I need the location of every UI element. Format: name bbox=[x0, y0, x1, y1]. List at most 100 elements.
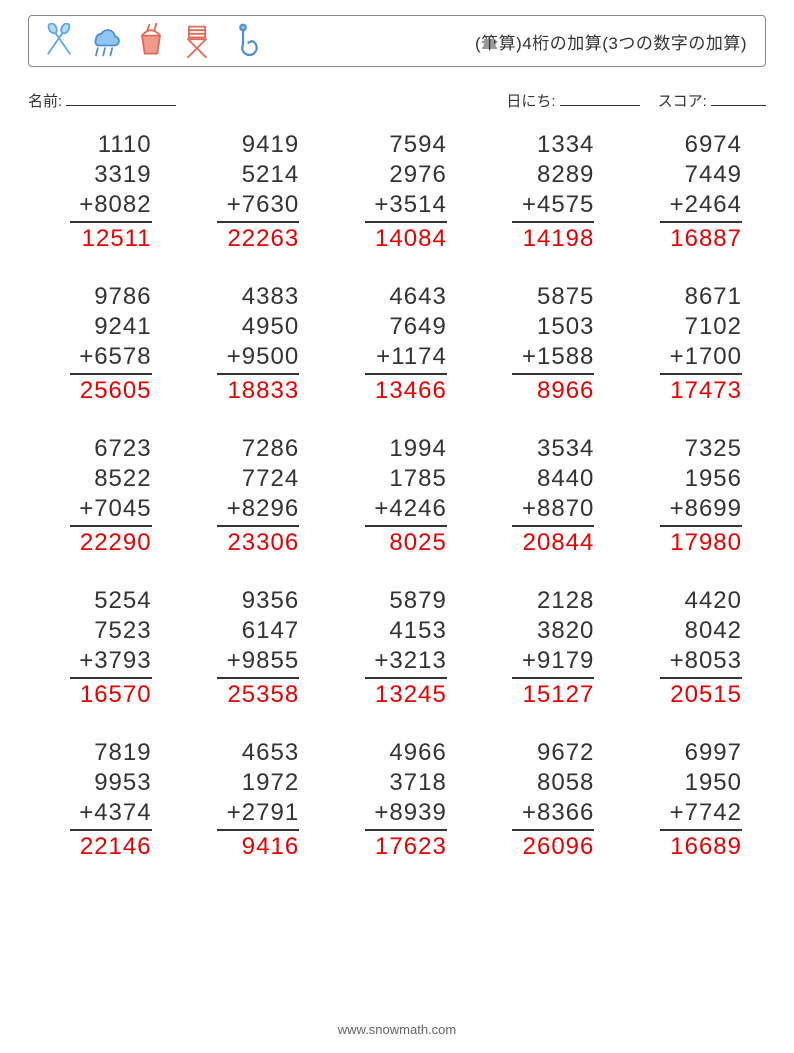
addend-1: 7594 bbox=[389, 130, 446, 160]
answer: 15127 bbox=[523, 679, 595, 710]
answer: 8025 bbox=[389, 527, 446, 558]
problem: 94195214+763022263 bbox=[176, 130, 324, 254]
addend-2: 2976 bbox=[389, 160, 446, 190]
addend-3: +8699 bbox=[660, 494, 742, 527]
addend-1: 7286 bbox=[242, 434, 299, 464]
addend-2: 1950 bbox=[685, 768, 742, 798]
name-field: 名前: bbox=[28, 90, 176, 111]
addend-1: 9356 bbox=[242, 586, 299, 616]
addend-3: +6578 bbox=[70, 342, 152, 375]
addend-2: 4153 bbox=[389, 616, 446, 646]
addend-3: +7742 bbox=[660, 798, 742, 831]
addend-3: +4374 bbox=[70, 798, 152, 831]
meta-row: 名前: 日にち: スコア: bbox=[28, 90, 766, 111]
addend-1: 2128 bbox=[537, 586, 594, 616]
problem: 13348289+457514198 bbox=[471, 130, 619, 254]
addend-2: 8289 bbox=[537, 160, 594, 190]
addend-1: 6723 bbox=[94, 434, 151, 464]
addend-1: 9419 bbox=[242, 130, 299, 160]
problem: 73251956+869917980 bbox=[618, 434, 766, 558]
addend-1: 7819 bbox=[94, 738, 151, 768]
problem: 46531972+27919416 bbox=[176, 738, 324, 862]
answer: 18833 bbox=[227, 375, 299, 406]
hook-icon bbox=[225, 23, 261, 59]
answer: 14198 bbox=[523, 223, 595, 254]
addend-2: 6147 bbox=[242, 616, 299, 646]
answer: 20515 bbox=[670, 679, 742, 710]
score-blank bbox=[711, 91, 766, 106]
answer: 22263 bbox=[227, 223, 299, 254]
problem: 72867724+829623306 bbox=[176, 434, 324, 558]
date-label: 日にち: bbox=[506, 93, 555, 110]
problem: 58794153+321313245 bbox=[323, 586, 471, 710]
addend-3: +8939 bbox=[365, 798, 447, 831]
header-box: (筆算)4桁の加算(3つの数字の加算) bbox=[28, 15, 766, 67]
addend-1: 4966 bbox=[389, 738, 446, 768]
addend-1: 1994 bbox=[389, 434, 446, 464]
addend-1: 4643 bbox=[389, 282, 446, 312]
addend-2: 8042 bbox=[685, 616, 742, 646]
date-field: 日にち: bbox=[506, 90, 639, 111]
answer: 12511 bbox=[82, 223, 152, 254]
addend-1: 6997 bbox=[685, 738, 742, 768]
addend-1: 5254 bbox=[94, 586, 151, 616]
addend-1: 8671 bbox=[685, 282, 742, 312]
addend-1: 5879 bbox=[389, 586, 446, 616]
addend-3: +9855 bbox=[217, 646, 299, 679]
addend-2: 7449 bbox=[685, 160, 742, 190]
raincloud-icon bbox=[87, 23, 123, 59]
addend-1: 6974 bbox=[685, 130, 742, 160]
answer: 22290 bbox=[80, 527, 152, 558]
answer: 17980 bbox=[670, 527, 742, 558]
addend-1: 4653 bbox=[242, 738, 299, 768]
date-blank bbox=[560, 91, 640, 106]
answer: 23306 bbox=[227, 527, 299, 558]
addend-3: +8366 bbox=[512, 798, 594, 831]
addend-3: +9179 bbox=[512, 646, 594, 679]
addend-3: +3514 bbox=[365, 190, 447, 223]
addend-1: 9672 bbox=[537, 738, 594, 768]
score-label: スコア: bbox=[658, 93, 707, 110]
addend-2: 1956 bbox=[685, 464, 742, 494]
score-field: スコア: bbox=[658, 90, 766, 111]
name-blank bbox=[66, 91, 176, 106]
answer: 17623 bbox=[375, 831, 447, 862]
answer: 9416 bbox=[242, 831, 299, 862]
problem: 11103319+808212511 bbox=[28, 130, 176, 254]
problem-grid: 11103319+80821251194195214+7630222637594… bbox=[28, 130, 766, 862]
addend-1: 4383 bbox=[242, 282, 299, 312]
addend-3: +1174 bbox=[365, 342, 447, 375]
answer: 20844 bbox=[523, 527, 595, 558]
addend-2: 4950 bbox=[242, 312, 299, 342]
problem: 52547523+379316570 bbox=[28, 586, 176, 710]
problem: 97869241+657825605 bbox=[28, 282, 176, 406]
addend-1: 4420 bbox=[685, 586, 742, 616]
problem: 44208042+805320515 bbox=[618, 586, 766, 710]
problem: 35348440+887020844 bbox=[471, 434, 619, 558]
addend-3: +2791 bbox=[217, 798, 299, 831]
addend-2: 3319 bbox=[94, 160, 151, 190]
addend-3: +4575 bbox=[512, 190, 594, 223]
problem: 67238522+704522290 bbox=[28, 434, 176, 558]
addend-2: 8440 bbox=[537, 464, 594, 494]
addend-3: +8082 bbox=[70, 190, 152, 223]
addend-3: +8870 bbox=[512, 494, 594, 527]
problem: 69747449+246416887 bbox=[618, 130, 766, 254]
addend-2: 1503 bbox=[537, 312, 594, 342]
footer-text: www.snowmath.com bbox=[338, 1022, 456, 1037]
problem: 96728058+836626096 bbox=[471, 738, 619, 862]
answer: 14084 bbox=[375, 223, 447, 254]
addend-3: +3213 bbox=[365, 646, 447, 679]
addend-2: 8058 bbox=[537, 768, 594, 798]
addend-2: 1972 bbox=[242, 768, 299, 798]
addend-2: 9953 bbox=[94, 768, 151, 798]
addend-1: 1334 bbox=[537, 130, 594, 160]
addend-1: 1110 bbox=[98, 130, 152, 160]
answer: 25605 bbox=[80, 375, 152, 406]
answer: 16887 bbox=[670, 223, 742, 254]
addend-1: 3534 bbox=[537, 434, 594, 464]
addend-2: 7724 bbox=[242, 464, 299, 494]
answer: 25358 bbox=[227, 679, 299, 710]
addend-2: 3718 bbox=[389, 768, 446, 798]
name-label: 名前: bbox=[28, 93, 62, 110]
